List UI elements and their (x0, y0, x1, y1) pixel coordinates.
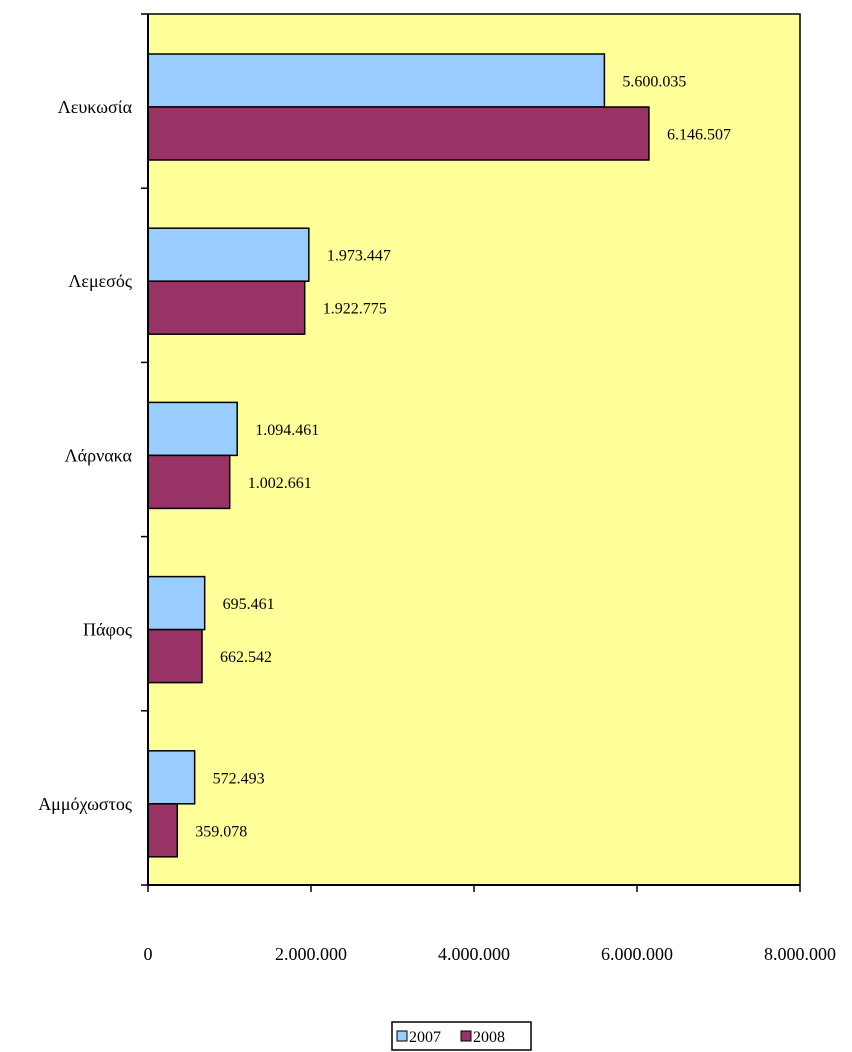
bar-2008-cat-2 (147, 454, 231, 510)
category-label-1: Λεμεσός (68, 271, 132, 291)
data-label-2008-cat-0: 6.146.507 (667, 127, 731, 144)
bars-group: 5.600.035 6.146.507 1.973.447 1.922.775 1.09… (147, 53, 731, 858)
category-label-4: Αμμόχωστος (38, 794, 132, 814)
x-tick-label-4: 8.000.000 (764, 944, 836, 964)
bar-2008-cat-4 (147, 803, 179, 858)
data-label-2008-cat-4: 359.078 (195, 823, 247, 840)
bar-2008-cat-1 (147, 280, 306, 335)
legend-label-2008: 2008 (473, 1029, 505, 1046)
bar-2007-cat-0 (147, 53, 606, 108)
x-tick-label-3: 6.000.000 (601, 944, 673, 964)
legend-swatch-2008 (460, 1030, 472, 1042)
x-tick-label-0: 0 (144, 944, 153, 964)
legend-swatch-2007 (396, 1030, 408, 1042)
bar-2007-cat-3 (147, 575, 206, 631)
category-label-2: Λάρνακα (65, 445, 133, 465)
data-label-2007-cat-3: 695.461 (223, 596, 275, 613)
bar-2008-cat-0 (147, 106, 650, 161)
x-axis-ticks: 0 2.000.000 4.000.000 6.000.000 8.000.000 (141, 13, 836, 964)
legend-label-2007: 2007 (409, 1029, 441, 1046)
data-label-2008-cat-3: 662.542 (220, 649, 272, 666)
bar-2007-cat-2 (147, 401, 238, 457)
data-label-2007-cat-4: 572.493 (213, 770, 265, 787)
bar-2007-cat-4 (147, 750, 196, 805)
x-tick-label-1: 2.000.000 (275, 944, 347, 964)
bar-2008-cat-3 (147, 628, 203, 684)
x-tick-label-2: 4.000.000 (438, 944, 510, 964)
data-label-2008-cat-1: 1.922.775 (323, 301, 387, 318)
category-label-0: Λευκωσία (58, 97, 133, 117)
category-label-3: Πάφος (83, 620, 132, 640)
data-label-2007-cat-0: 5.600.035 (622, 74, 686, 91)
category-labels: Λευκωσία Λεμεσός Λάρνακα Πάφος Αμμόχωστος (38, 97, 132, 814)
legend: 2007 2008 (391, 1021, 532, 1051)
data-label-2008-cat-2: 1.002.661 (248, 475, 312, 492)
bar-2007-cat-1 (147, 227, 310, 282)
data-label-2007-cat-2: 1.094.461 (255, 422, 319, 439)
data-label-2007-cat-1: 1.973.447 (327, 248, 391, 265)
